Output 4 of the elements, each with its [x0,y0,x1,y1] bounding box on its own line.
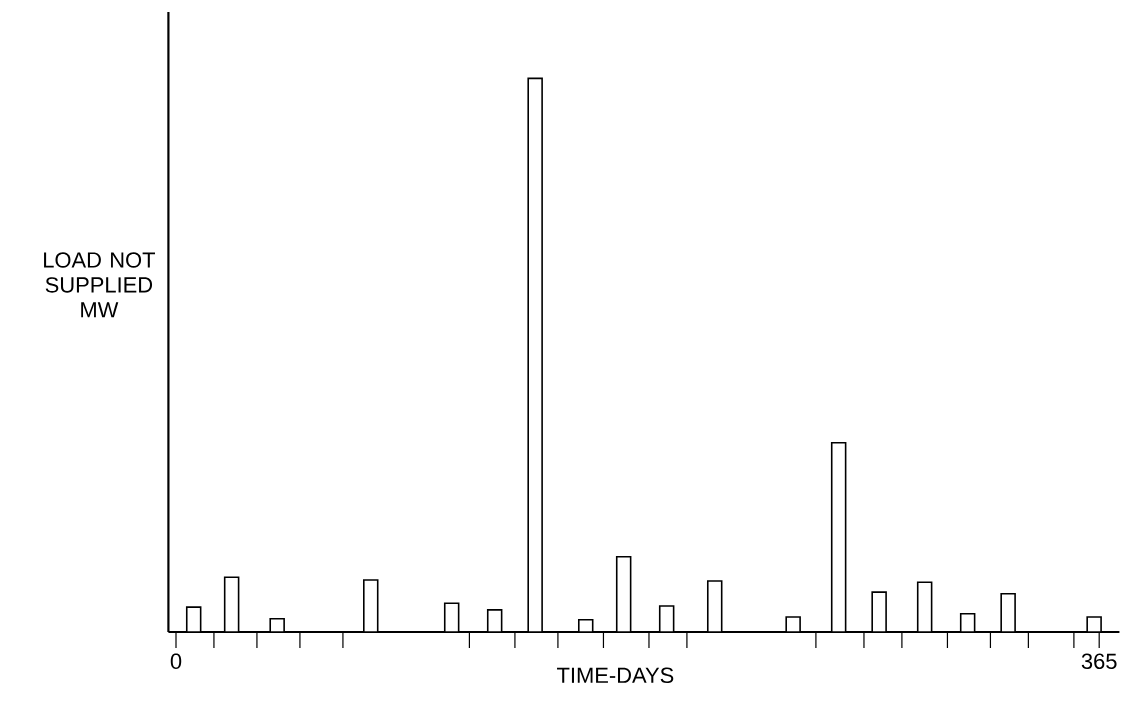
y-axis-title: LOAD NOT SUPPLIED MW [44,252,156,318]
x-axis-title: TIME-DAYS [557,667,674,684]
x-tick-label: 365 [1081,653,1117,670]
x-tick-label: 0 [170,653,182,670]
